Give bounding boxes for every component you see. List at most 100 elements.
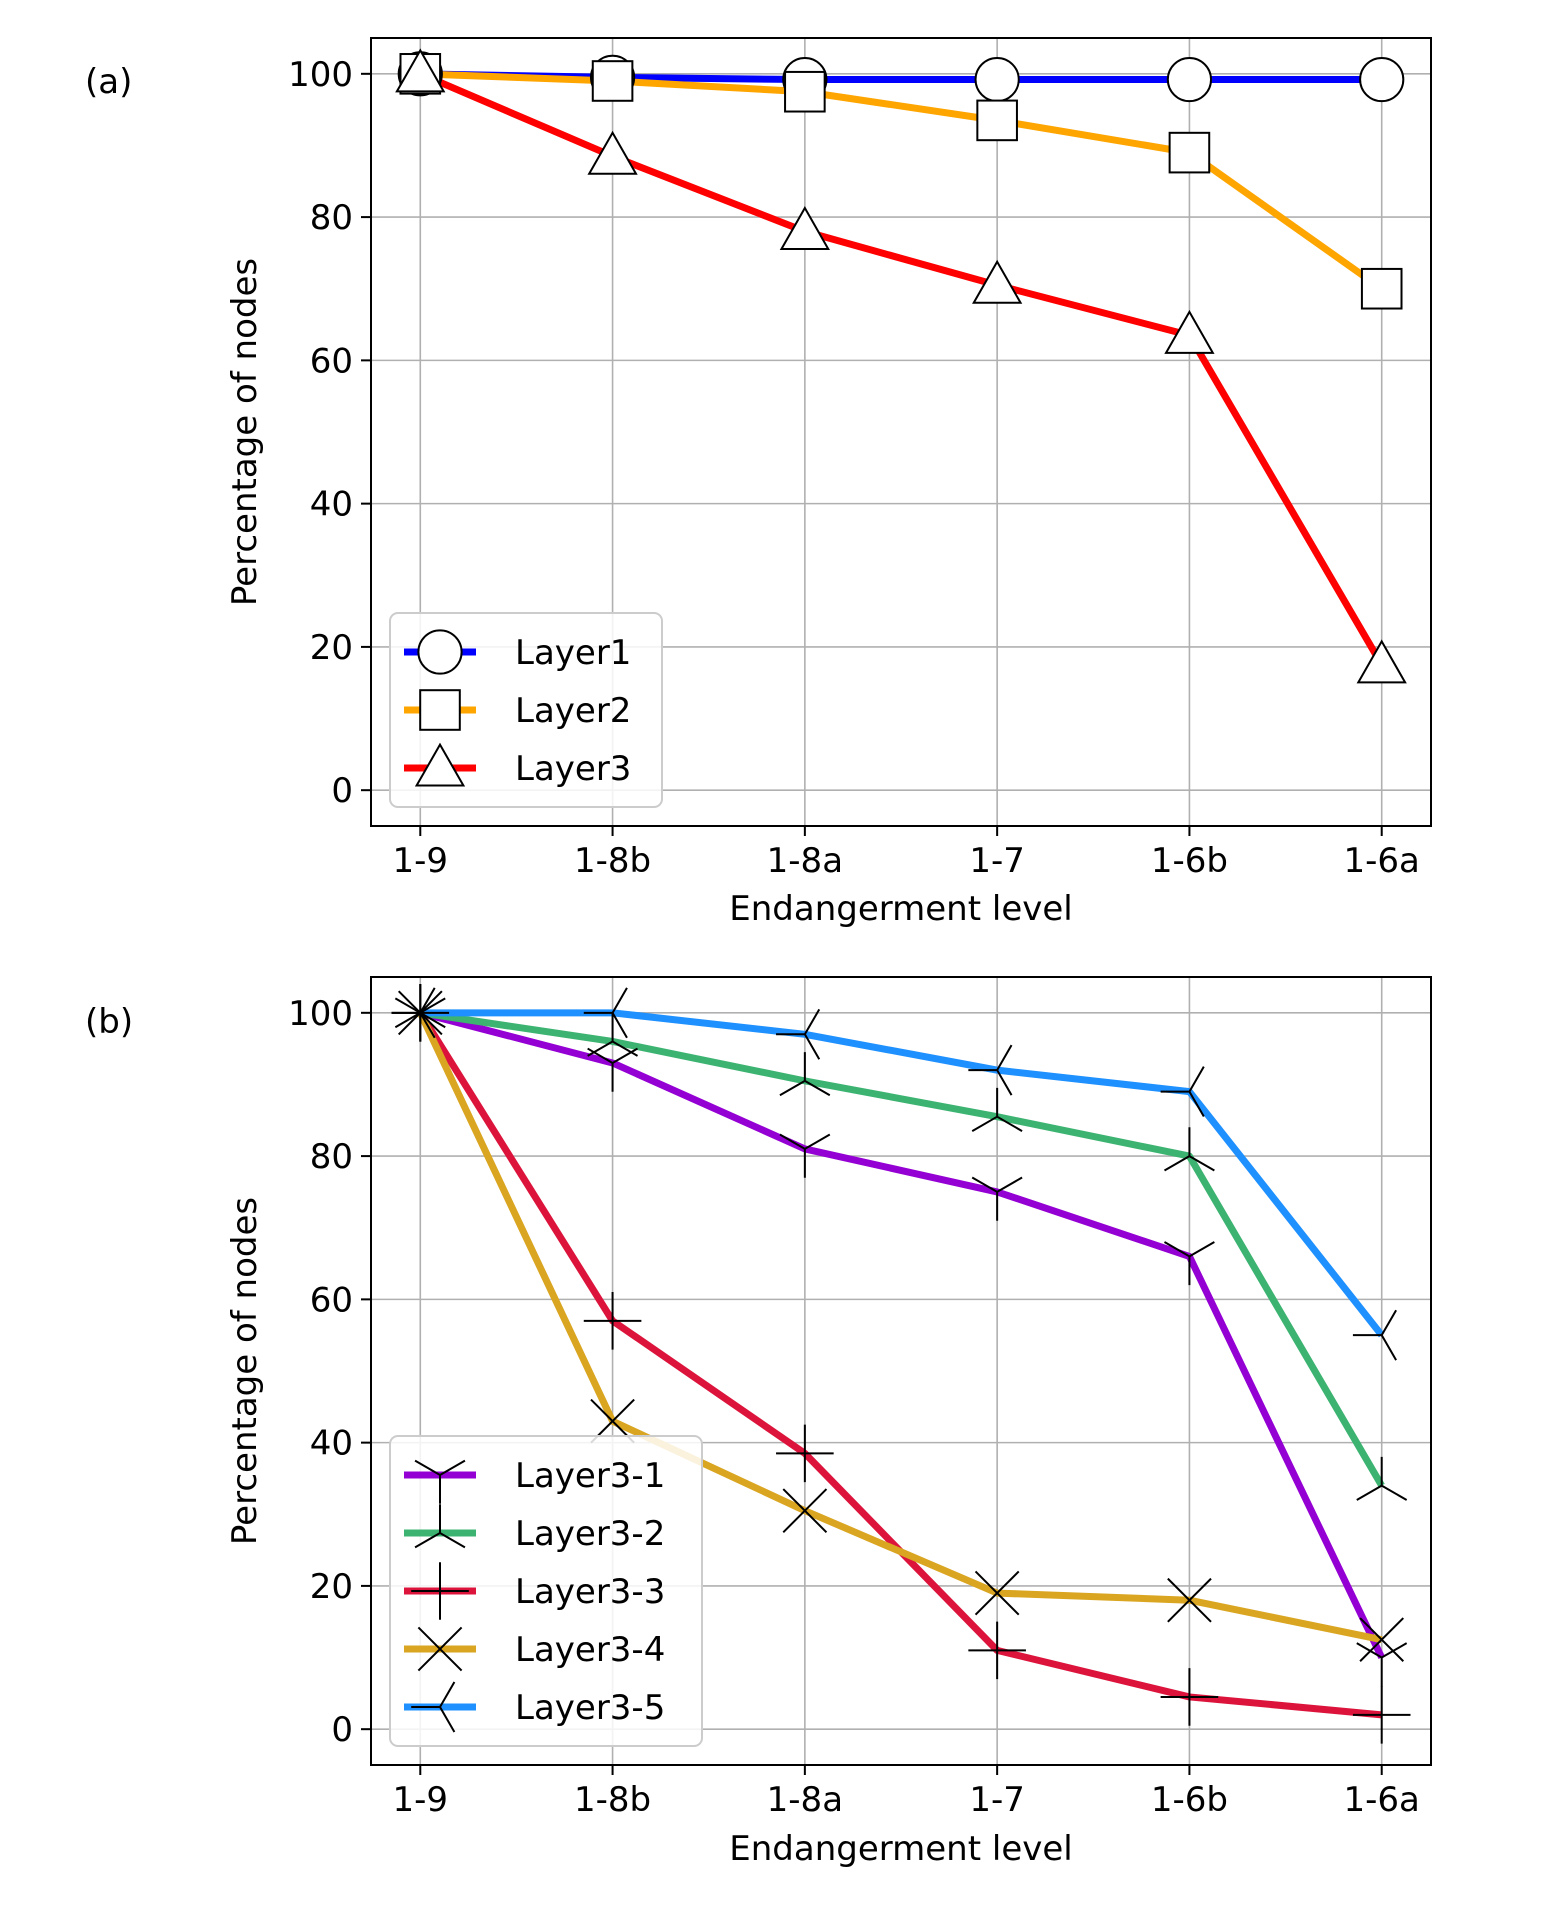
- panel-a-legend: Layer1 Layer2 Layer3: [389, 612, 663, 808]
- data-point-Layer3-1-7: [972, 259, 1023, 304]
- panel-b-axes-frame: [370, 976, 1432, 1766]
- x-tick-label: 1-8b: [574, 841, 651, 881]
- panel-b-ticks: 1-9 1-8b 1-8a 1-7 1-6b 1-6a 0 20 40 60 80 100: [288, 994, 1420, 1820]
- y-tick-label: 60: [310, 341, 353, 381]
- series-markers-Layer3-1: [394, 997, 1408, 1687]
- data-point-Layer3-1-6a: [1356, 639, 1407, 684]
- series-line-Layer3-2: [419, 1009, 1385, 1488]
- legend-item-Layer1: Layer1: [404, 629, 631, 675]
- panel-b: (b) 1-9 1-8b 1-8a 1-7 1-6b 1-6a 0 20 40 60 80 100 E…: [85, 976, 1432, 1869]
- data-point-Layer3-1-1-8b: [587, 1047, 639, 1092]
- data-point-Layer3-1-1-6b: [1163, 1241, 1215, 1286]
- y-tick-label: 80: [310, 1137, 353, 1177]
- data-point-Layer3-3-1-6a: [1352, 1686, 1411, 1744]
- series-markers-Layer3: [395, 48, 1407, 684]
- data-point-Layer3-3-1-8a: [776, 1424, 834, 1483]
- series-line-Layer3-4: [417, 1011, 1383, 1644]
- data-point-Layer2-1-6a: [1360, 267, 1403, 310]
- legend-item-Layer3-5: Layer3-5: [404, 1681, 665, 1733]
- legend-label: Layer3-1: [515, 1456, 665, 1496]
- data-point-Layer3-1-1-6a: [1356, 1642, 1408, 1687]
- data-point-Layer3-1-1-7: [971, 1176, 1023, 1221]
- panel-a-label: (a): [85, 62, 132, 102]
- data-point-Layer3-5-1-6a: [1352, 1309, 1397, 1361]
- legend-marker: [414, 742, 466, 787]
- data-point-Layer3-2-1-7: [971, 1087, 1023, 1132]
- data-point-Layer1-1-7: [974, 56, 1020, 103]
- panel-a-y-axis-label: Percentage of nodes: [225, 258, 265, 606]
- panel-a: (a) 1-9 1-8b 1-8a 1-7 1-6b 1-6a 0 20 40 60 80 100 E…: [85, 37, 1432, 929]
- data-point-Layer3-2-1-6a: [1356, 1456, 1408, 1501]
- data-point-Layer1-1-6b: [1166, 56, 1213, 103]
- data-point-Layer3-5-1-8b: [583, 987, 628, 1039]
- series-Layer3-4: [417, 1011, 1383, 1644]
- data-point-Layer2-1-6b: [1168, 131, 1211, 174]
- x-tick-label: 1-8b: [574, 1780, 651, 1820]
- series-Layer3-1: [419, 1009, 1385, 1660]
- x-tick-label: 1-9: [393, 1780, 449, 1820]
- data-point-Layer3-4-1-8a: [782, 1488, 828, 1533]
- legend-label: Layer3-3: [515, 1572, 665, 1612]
- legend-marker: [414, 1459, 466, 1504]
- legend-item-Layer3-2: Layer3-2: [404, 1504, 665, 1554]
- series-markers-Layer3-5: [391, 987, 1397, 1361]
- legend-marker: [411, 1681, 456, 1733]
- legend-marker: [417, 629, 463, 675]
- panel-b-x-axis-label: Endangerment level: [729, 1829, 1072, 1869]
- panel-a-ticks: 1-9 1-8b 1-8a 1-7 1-6b 1-6a 0 20 40 60 80 100: [288, 55, 1420, 881]
- legend-label: Layer3-2: [515, 1514, 665, 1554]
- series-line-Layer3: [418, 70, 1385, 667]
- y-tick-label: 60: [310, 1280, 353, 1320]
- legend-item-Layer3-3: Layer3-3: [404, 1562, 665, 1620]
- y-tick-label: 20: [310, 628, 353, 668]
- series-Layer3-2: [419, 1009, 1385, 1488]
- data-point-Layer3-3-1-6b: [1160, 1668, 1219, 1726]
- data-point-Layer1-1-6a: [1359, 56, 1405, 103]
- legend-marker: [417, 1626, 463, 1672]
- data-point-Layer3-2-1-6b: [1163, 1127, 1215, 1172]
- data-point-Layer3-1-8b: [587, 130, 638, 175]
- x-tick-label: 1-8a: [767, 841, 843, 881]
- x-tick-label: 1-7: [969, 1780, 1025, 1820]
- legend-label: Layer3: [515, 749, 631, 789]
- legend-label: Layer1: [515, 633, 631, 673]
- legend-item-Layer3-4: Layer3-4: [404, 1626, 665, 1672]
- panel-b-series-group: [391, 984, 1411, 1744]
- y-tick-label: 40: [310, 1424, 353, 1464]
- data-point-Layer3-1-6b: [1164, 309, 1215, 354]
- data-point-Layer3-1-8a: [779, 206, 830, 250]
- data-point-Layer3-5-1-6b: [1160, 1066, 1205, 1118]
- y-tick-label: 100: [288, 55, 353, 95]
- data-point-Layer3-3-1-7: [968, 1621, 1026, 1680]
- x-tick-label: 1-8a: [767, 1780, 843, 1820]
- legend-box: [389, 1435, 703, 1747]
- data-point-Layer3-5-1-9: [391, 987, 436, 1039]
- x-tick-label: 1-6a: [1344, 1780, 1420, 1820]
- data-point-Layer3-1-9: [395, 48, 446, 93]
- series-line-Layer2: [420, 70, 1384, 292]
- data-point-Layer2-1-8a: [784, 70, 826, 113]
- x-tick-label: 1-7: [969, 841, 1025, 881]
- x-tick-label: 1-6b: [1151, 1780, 1228, 1820]
- legend-marker: [419, 689, 461, 731]
- data-point-Layer2-1-7: [976, 99, 1018, 142]
- y-tick-label: 100: [288, 994, 353, 1034]
- panel-a-series-group: [395, 48, 1407, 684]
- legend-marker: [411, 1562, 469, 1620]
- data-point-Layer3-3-1-8b: [583, 1292, 642, 1350]
- data-point-Layer3-2-1-8b: [587, 1012, 639, 1057]
- x-tick-label: 1-6a: [1344, 841, 1420, 881]
- y-tick-label: 40: [310, 485, 353, 525]
- panel-a-axes-frame: [370, 37, 1432, 827]
- data-point-Layer2-1-8b: [591, 60, 634, 102]
- x-tick-label: 1-9: [393, 841, 449, 881]
- panel-b-legend: Layer3-1 Layer3-2 Layer3-3 Layer3-4 Layer3-5: [389, 1435, 703, 1747]
- data-point-Layer3-5-1-8a: [776, 1008, 821, 1060]
- legend-item-Layer3: Layer3: [404, 742, 631, 789]
- data-point-Layer3-4-1-7: [974, 1570, 1020, 1616]
- legend-item-Layer3-1: Layer3-1: [404, 1456, 665, 1504]
- data-point-Layer3-1-1-8a: [779, 1133, 831, 1178]
- series-Layer3-5: [420, 1009, 1385, 1338]
